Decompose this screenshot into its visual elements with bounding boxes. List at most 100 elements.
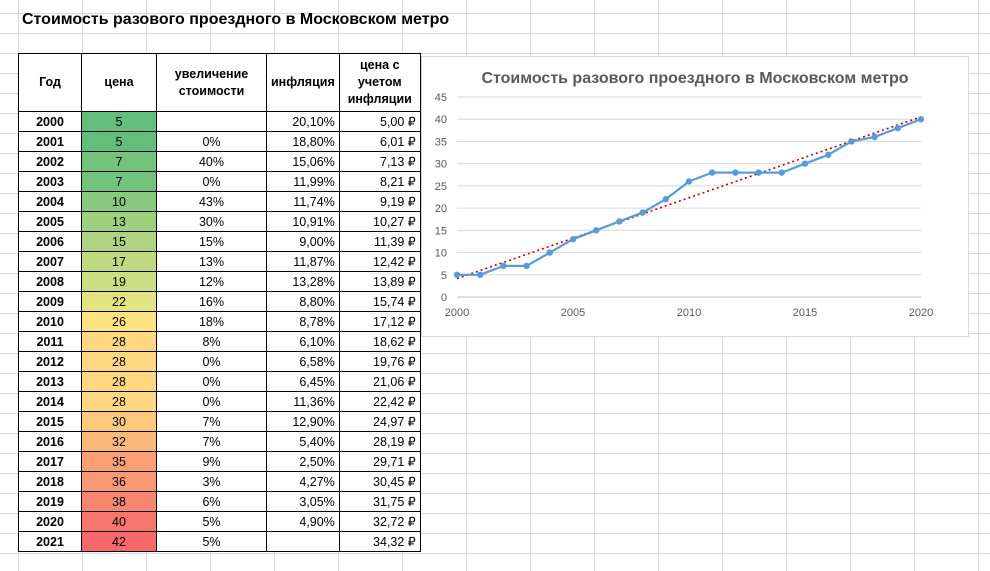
year-cell[interactable]: 2005 <box>18 211 82 232</box>
price-cell[interactable]: 38 <box>81 491 157 512</box>
increase-cell[interactable]: 13% <box>156 251 267 272</box>
year-cell[interactable]: 2011 <box>18 331 82 352</box>
adjusted-price-cell[interactable]: 10,27 ₽ <box>338 211 421 232</box>
inflation-cell[interactable]: 11,99% <box>266 171 340 192</box>
price-cell[interactable]: 17 <box>81 251 157 272</box>
year-cell[interactable]: 2021 <box>18 531 82 552</box>
price-cell[interactable]: 36 <box>81 471 157 492</box>
inflation-cell[interactable]: 15,06% <box>266 151 340 172</box>
price-cell[interactable]: 28 <box>81 391 157 412</box>
increase-cell[interactable]: 0% <box>156 371 267 392</box>
year-cell[interactable]: 2014 <box>18 391 82 412</box>
adjusted-price-cell[interactable]: 6,01 ₽ <box>338 131 421 152</box>
adjusted-price-cell[interactable]: 22,42 ₽ <box>338 391 421 412</box>
adjusted-price-cell[interactable]: 29,71 ₽ <box>338 451 421 472</box>
price-cell[interactable]: 5 <box>81 111 157 132</box>
inflation-cell[interactable]: 6,10% <box>266 331 340 352</box>
header-adjusted-price[interactable]: цена с учетом инфляции <box>338 53 421 112</box>
inflation-cell[interactable]: 12,90% <box>266 411 340 432</box>
adjusted-price-cell[interactable]: 12,42 ₽ <box>338 251 421 272</box>
price-cell[interactable]: 42 <box>81 531 157 552</box>
inflation-cell[interactable]: 4,90% <box>266 511 340 532</box>
year-cell[interactable]: 2017 <box>18 451 82 472</box>
year-cell[interactable]: 2020 <box>18 511 82 532</box>
year-cell[interactable]: 2018 <box>18 471 82 492</box>
inflation-cell[interactable]: 8,80% <box>266 291 340 312</box>
increase-cell[interactable] <box>156 111 267 132</box>
price-cell[interactable]: 22 <box>81 291 157 312</box>
inflation-cell[interactable]: 10,91% <box>266 211 340 232</box>
inflation-cell[interactable]: 11,74% <box>266 191 340 212</box>
inflation-cell[interactable]: 9,00% <box>266 231 340 252</box>
header-inflation[interactable]: инфляция <box>266 53 340 112</box>
increase-cell[interactable]: 16% <box>156 291 267 312</box>
inflation-cell[interactable]: 6,45% <box>266 371 340 392</box>
increase-cell[interactable]: 7% <box>156 431 267 452</box>
adjusted-price-cell[interactable]: 15,74 ₽ <box>338 291 421 312</box>
year-cell[interactable]: 2007 <box>18 251 82 272</box>
increase-cell[interactable]: 30% <box>156 211 267 232</box>
price-cell[interactable]: 19 <box>81 271 157 292</box>
inflation-cell[interactable]: 3,05% <box>266 491 340 512</box>
year-cell[interactable]: 2006 <box>18 231 82 252</box>
year-cell[interactable]: 2008 <box>18 271 82 292</box>
increase-cell[interactable]: 6% <box>156 491 267 512</box>
adjusted-price-cell[interactable]: 24,97 ₽ <box>338 411 421 432</box>
inflation-cell[interactable]: 2,50% <box>266 451 340 472</box>
price-cell[interactable]: 32 <box>81 431 157 452</box>
inflation-cell[interactable]: 4,27% <box>266 471 340 492</box>
adjusted-price-cell[interactable]: 31,75 ₽ <box>338 491 421 512</box>
header-year[interactable]: Год <box>18 53 82 112</box>
adjusted-price-cell[interactable]: 17,12 ₽ <box>338 311 421 332</box>
inflation-cell[interactable]: 18,80% <box>266 131 340 152</box>
increase-cell[interactable]: 7% <box>156 411 267 432</box>
increase-cell[interactable]: 18% <box>156 311 267 332</box>
price-cell[interactable]: 13 <box>81 211 157 232</box>
price-cell[interactable]: 28 <box>81 351 157 372</box>
year-cell[interactable]: 2003 <box>18 171 82 192</box>
increase-cell[interactable]: 9% <box>156 451 267 472</box>
year-cell[interactable]: 2019 <box>18 491 82 512</box>
inflation-cell[interactable]: 11,36% <box>266 391 340 412</box>
year-cell[interactable]: 2013 <box>18 371 82 392</box>
price-cell[interactable]: 7 <box>81 171 157 192</box>
inflation-cell[interactable]: 11,87% <box>266 251 340 272</box>
year-cell[interactable]: 2015 <box>18 411 82 432</box>
adjusted-price-cell[interactable]: 9,19 ₽ <box>338 191 421 212</box>
price-cell[interactable]: 15 <box>81 231 157 252</box>
increase-cell[interactable]: 43% <box>156 191 267 212</box>
price-cell[interactable]: 40 <box>81 511 157 532</box>
increase-cell[interactable]: 15% <box>156 231 267 252</box>
adjusted-price-cell[interactable]: 8,21 ₽ <box>338 171 421 192</box>
inflation-cell[interactable]: 5,40% <box>266 431 340 452</box>
adjusted-price-cell[interactable]: 5,00 ₽ <box>338 111 421 132</box>
increase-cell[interactable]: 5% <box>156 531 267 552</box>
adjusted-price-cell[interactable]: 30,45 ₽ <box>338 471 421 492</box>
year-cell[interactable]: 2000 <box>18 111 82 132</box>
adjusted-price-cell[interactable]: 32,72 ₽ <box>338 511 421 532</box>
year-cell[interactable]: 2016 <box>18 431 82 452</box>
price-cell[interactable]: 28 <box>81 371 157 392</box>
inflation-cell[interactable]: 13,28% <box>266 271 340 292</box>
adjusted-price-cell[interactable]: 19,76 ₽ <box>338 351 421 372</box>
inflation-cell[interactable] <box>266 531 340 552</box>
year-cell[interactable]: 2002 <box>18 151 82 172</box>
adjusted-price-cell[interactable]: 28,19 ₽ <box>338 431 421 452</box>
year-cell[interactable]: 2010 <box>18 311 82 332</box>
year-cell[interactable]: 2009 <box>18 291 82 312</box>
increase-cell[interactable]: 40% <box>156 151 267 172</box>
price-cell[interactable]: 10 <box>81 191 157 212</box>
inflation-cell[interactable]: 20,10% <box>266 111 340 132</box>
price-cell[interactable]: 26 <box>81 311 157 332</box>
price-cell[interactable]: 35 <box>81 451 157 472</box>
increase-cell[interactable]: 5% <box>156 511 267 532</box>
year-cell[interactable]: 2001 <box>18 131 82 152</box>
increase-cell[interactable]: 3% <box>156 471 267 492</box>
price-cell[interactable]: 5 <box>81 131 157 152</box>
header-price[interactable]: цена <box>81 53 157 112</box>
price-cell[interactable]: 28 <box>81 331 157 352</box>
adjusted-price-cell[interactable]: 11,39 ₽ <box>338 231 421 252</box>
increase-cell[interactable]: 12% <box>156 271 267 292</box>
adjusted-price-cell[interactable]: 21,06 ₽ <box>338 371 421 392</box>
adjusted-price-cell[interactable]: 18,62 ₽ <box>338 331 421 352</box>
